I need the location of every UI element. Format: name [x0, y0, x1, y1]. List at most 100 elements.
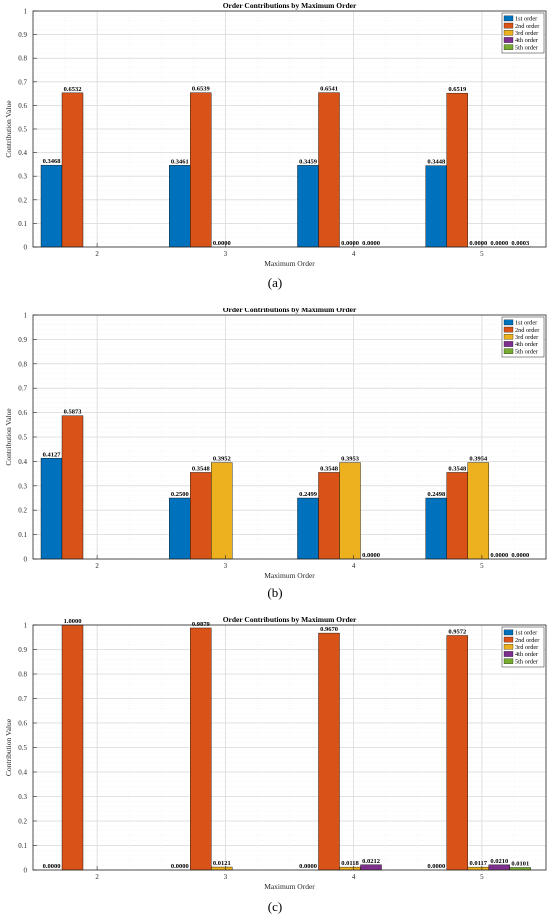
legend-label: 2nd order	[515, 327, 540, 334]
legend-label: 4th order	[515, 341, 539, 348]
bar-3-order	[211, 866, 233, 871]
x-tick-label: 2	[95, 873, 99, 881]
y-tick-label: 0.9	[18, 646, 27, 654]
legend-label: 2nd order	[515, 637, 540, 644]
bar-3-order	[339, 462, 361, 560]
x-tick-label: 2	[95, 562, 99, 570]
data-label: 0.3548	[320, 465, 339, 472]
bar-1-order	[297, 497, 319, 560]
y-tick-label: 0.6	[18, 409, 27, 417]
bar-2-order	[318, 472, 340, 560]
y-tick-label: 0.9	[18, 336, 27, 344]
legend-swatch	[503, 319, 514, 326]
y-tick-label: 0.8	[18, 55, 27, 63]
legend-swatch	[503, 348, 514, 354]
y-tick-label: 0.2	[18, 818, 27, 826]
y-tick-label: 0.4	[18, 149, 27, 157]
legend-swatch	[503, 636, 514, 643]
chart-title: Order Contributions by Maximum Order	[223, 308, 357, 314]
panel-label-a: (a)	[267, 275, 283, 290]
y-tick-label: 0.4	[18, 769, 27, 777]
bar-2-order	[190, 472, 212, 560]
legend-swatch	[503, 644, 514, 650]
data-label: 0.3448	[427, 159, 446, 166]
y-tick-label: 0.1	[18, 220, 27, 228]
data-label: 0.2499	[299, 491, 318, 498]
data-label: 0.6541	[320, 86, 338, 93]
bar-1-order	[425, 497, 447, 560]
y-tick-label: 0.8	[18, 671, 27, 679]
bar-2-order	[190, 92, 212, 248]
data-label: 0.6539	[192, 86, 211, 93]
bar-3-order	[339, 866, 361, 871]
panel-label-b: (b)	[267, 585, 283, 600]
bar-1-order	[40, 164, 63, 248]
chart-panel-a: 0.3468 0.3461 0.3459 0.3448 0.6532 0.6539 0.65…	[0, 0, 550, 300]
data-label: 0.0121	[213, 860, 231, 867]
data-label: 0.3461	[171, 158, 189, 165]
data-label: 0.4127	[43, 451, 62, 458]
data-label: 0.2498	[427, 491, 446, 498]
x-tick-label: 3	[224, 250, 228, 258]
panel-label-c: (c)	[267, 899, 283, 914]
data-label: 0.0000	[511, 552, 529, 559]
data-label: 0.0000	[171, 863, 189, 870]
data-label: 0.6519	[448, 86, 467, 93]
data-label: 0.2500	[171, 491, 189, 498]
legend-swatch	[503, 15, 514, 22]
bar-2-order	[190, 627, 212, 871]
legend-label: 4th order	[515, 651, 539, 658]
data-label: 0.9572	[448, 628, 466, 635]
data-label: 0.0000	[362, 552, 380, 559]
data-label: 0.3548	[448, 465, 467, 472]
bar-4-order	[360, 864, 382, 871]
data-label: 0.0000	[341, 240, 359, 247]
y-tick-label: 0.5	[18, 434, 27, 442]
data-label: 0.3468	[43, 158, 62, 165]
x-tick-label: 3	[224, 873, 228, 881]
x-axis-label: Maximum Order	[264, 259, 315, 268]
data-label: 0.0000	[299, 863, 317, 870]
x-tick-label: 5	[480, 873, 484, 881]
data-label: 0.0117	[469, 860, 487, 867]
x-tick-label: 2	[95, 250, 99, 258]
data-label: 0.0000	[427, 863, 445, 870]
data-label: 0.0000	[43, 863, 61, 870]
chart-title: Order Contributions by Maximum Order	[223, 1, 357, 10]
data-label: 0.3459	[299, 158, 318, 165]
legend-label: 3rd order	[515, 30, 539, 37]
legend-swatch	[503, 629, 514, 636]
bar-3-order	[467, 866, 489, 871]
legend-label: 4th order	[515, 37, 539, 44]
y-tick-label: 0.8	[18, 360, 27, 368]
legend-swatch	[503, 334, 514, 340]
y-tick-label: 0.4	[18, 458, 27, 466]
data-label: 0.3954	[469, 456, 488, 463]
y-tick-label: 1	[24, 8, 28, 16]
y-tick-label: 0.3	[18, 793, 27, 801]
bar-1-order	[425, 165, 447, 248]
x-tick-label: 4	[352, 873, 356, 881]
x-tick-label: 5	[480, 250, 484, 258]
y-tick-label: 0.3	[18, 482, 27, 490]
bar-2-order	[446, 635, 468, 871]
legend-label: 1st order	[515, 16, 538, 23]
data-label: 0.3952	[213, 456, 231, 463]
x-tick-label: 3	[224, 562, 228, 570]
bar-2-order	[318, 92, 340, 248]
y-tick-label: 0.6	[18, 720, 27, 728]
bar-4-order	[488, 864, 510, 871]
bar-2-order	[318, 632, 340, 871]
y-tick-label: 0.7	[18, 78, 27, 86]
data-label: 0.0118	[341, 860, 359, 867]
chart-panel-c: 0.0000 0.0000 0.0000 0.0000 1.0000 0.9879 0.96…	[0, 612, 550, 920]
y-tick-label: 0.9	[18, 31, 27, 39]
bar-3-order	[467, 462, 489, 560]
y-tick-label: 0.1	[18, 531, 27, 539]
data-label: 0.0210	[490, 858, 508, 865]
data-label: 0.0000	[490, 552, 508, 559]
y-tick-label: 0.2	[18, 196, 27, 204]
legend-swatch	[503, 341, 514, 347]
